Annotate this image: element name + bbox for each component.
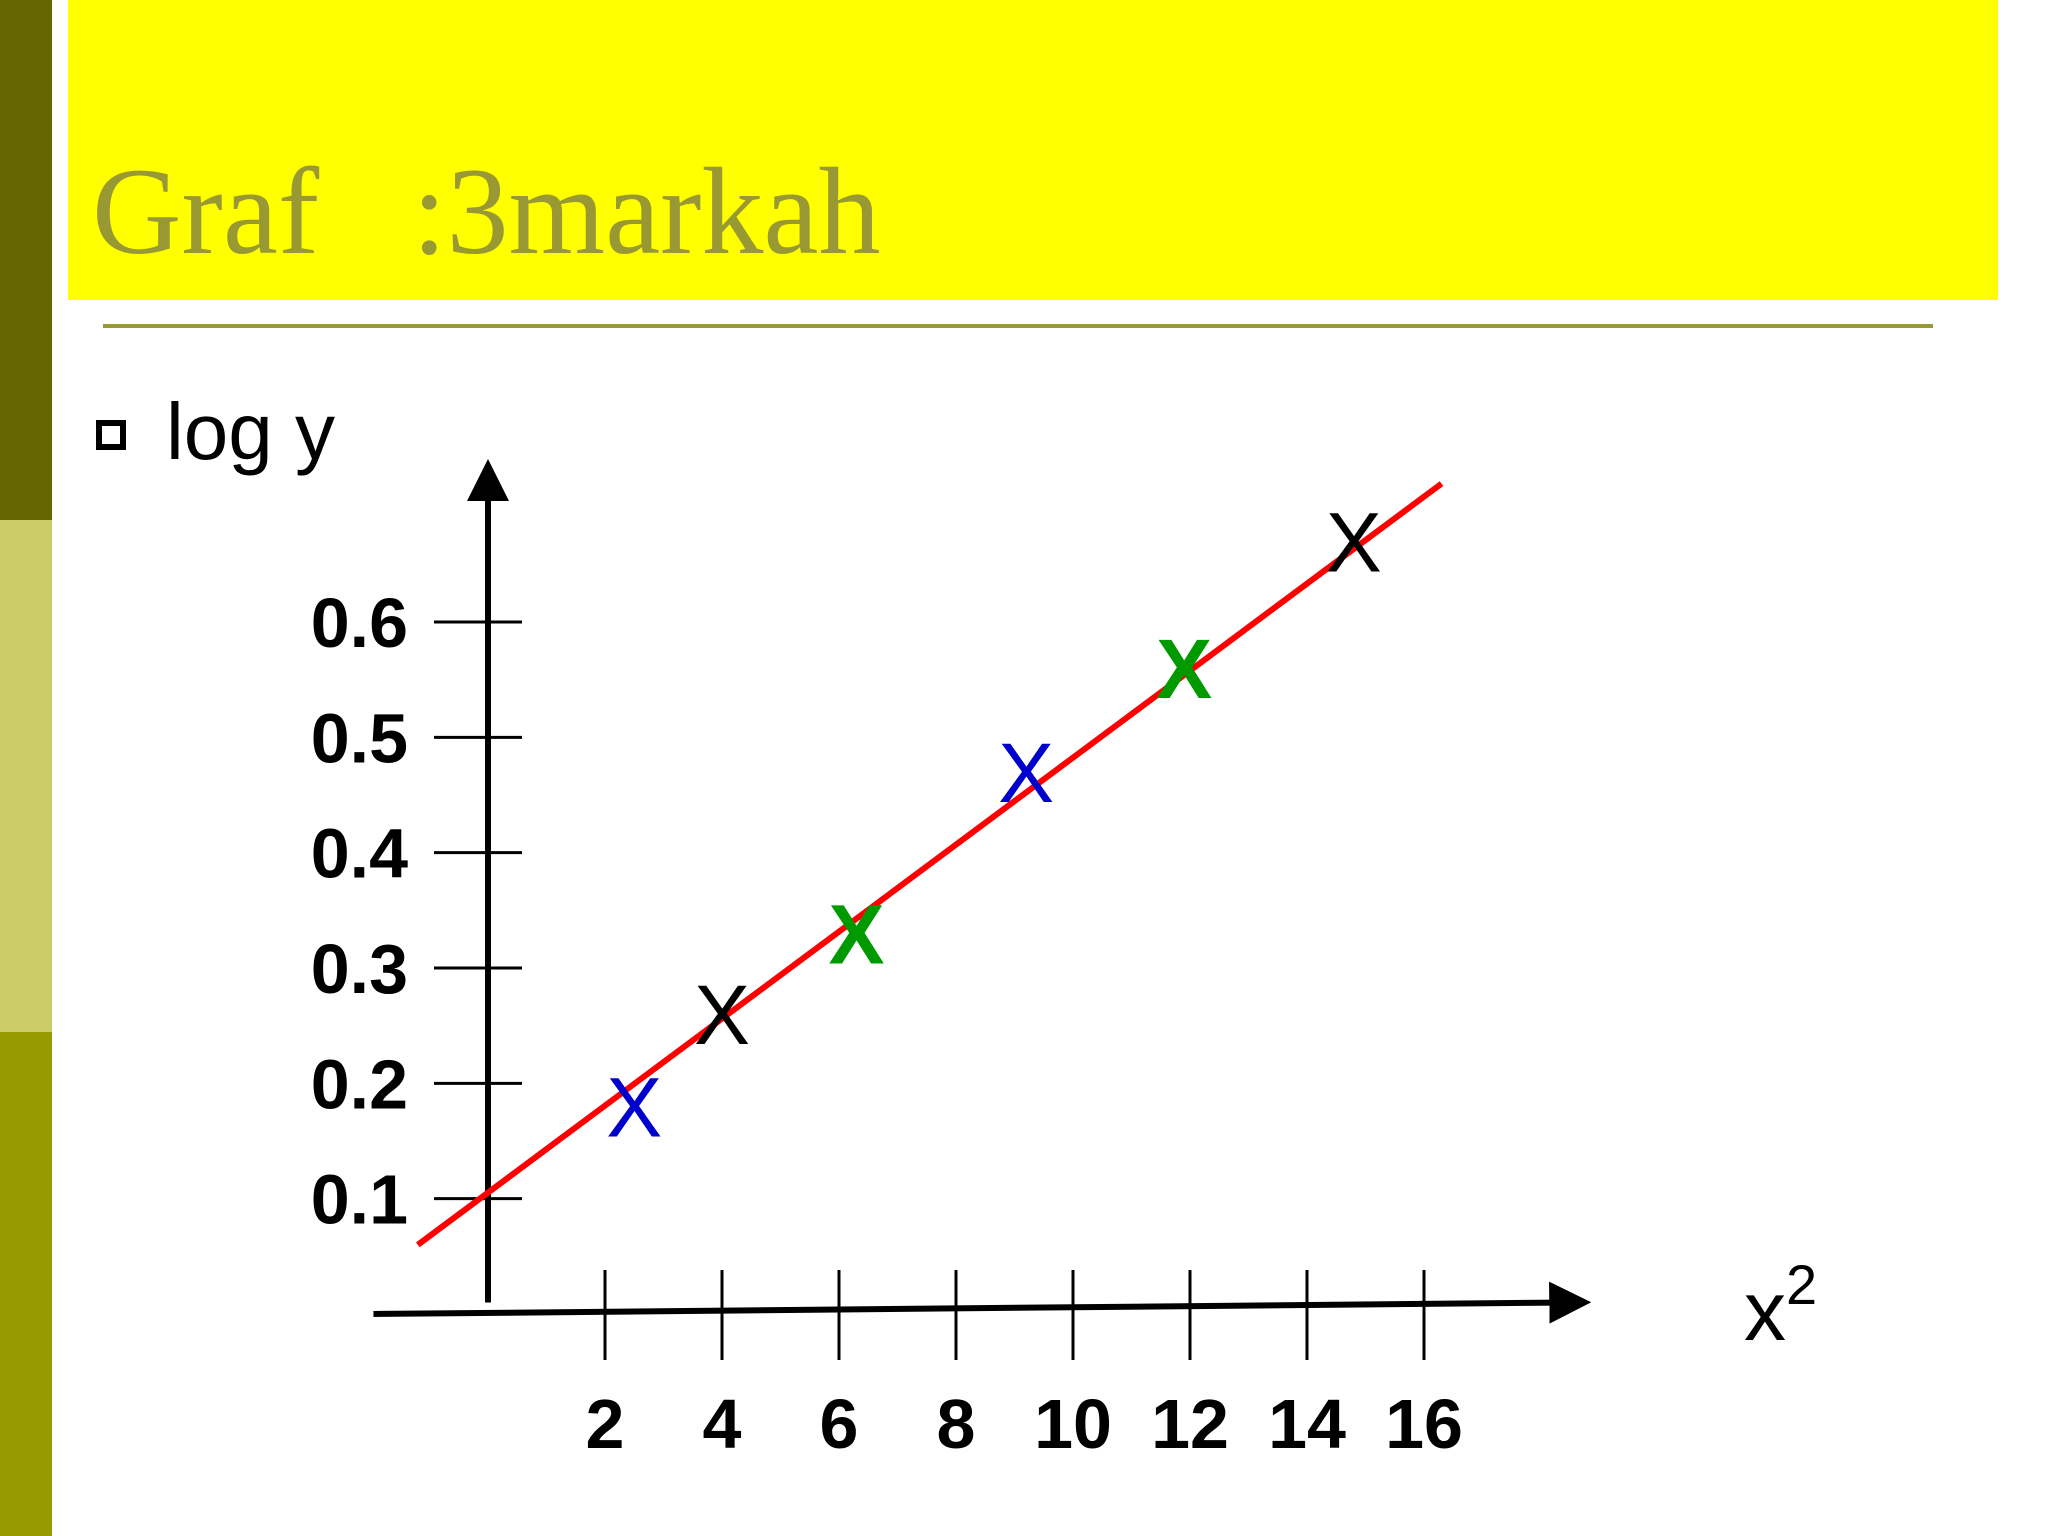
x-axis-label: x2	[1744, 1253, 1817, 1358]
x-tick-label: 16	[1385, 1385, 1463, 1463]
y-axis-label: log y	[166, 387, 335, 476]
x-tick-label: 8	[937, 1385, 976, 1463]
title-divider	[103, 324, 1933, 328]
data-point-marker: X	[998, 726, 1054, 820]
y-tick-label: 0.6	[311, 584, 408, 662]
x-tick-label: 14	[1268, 1385, 1346, 1463]
y-tick-label: 0.2	[311, 1045, 408, 1123]
x-axis-line	[373, 1281, 1592, 1324]
title-band	[68, 0, 1998, 300]
x-tick-label: 12	[1151, 1385, 1229, 1463]
x-tick-label: 4	[703, 1385, 742, 1463]
y-tick-label: 0.3	[311, 930, 408, 1008]
x-tick-label: 10	[1034, 1385, 1112, 1463]
stripe-segment-top	[0, 0, 52, 520]
x-axis-ticks: 2 4 6 8 10 12 14 16	[586, 1270, 1463, 1463]
stripe-segment-bottom	[0, 1032, 52, 1536]
y-tick-label: 0.1	[311, 1161, 408, 1239]
data-point-marker: X	[829, 887, 885, 981]
x-tick-label: 6	[820, 1385, 859, 1463]
x-tick-label: 2	[586, 1385, 625, 1463]
data-point-marker: X	[1156, 622, 1212, 716]
data-point-marker: X	[1326, 495, 1382, 589]
y-tick-label: 0.4	[311, 815, 408, 893]
y-tick-label: 0.5	[311, 699, 408, 777]
bullet-square-icon	[96, 420, 126, 450]
y-axis-ticks: 0.1 0.2 0.3 0.4 0.5 0.6	[311, 584, 522, 1239]
x-axis-label-superscript: 2	[1786, 1253, 1817, 1316]
best-fit-line	[416, 481, 1444, 1248]
page-title: Graf :3markah	[92, 143, 881, 280]
data-point-marker: X	[606, 1060, 662, 1154]
stripe-segment-middle	[0, 520, 52, 1032]
x-axis-label-base: x	[1744, 1264, 1786, 1358]
chart-axes	[373, 459, 1592, 1324]
data-point-marker: X	[694, 968, 750, 1062]
best-fit-line-group	[416, 481, 1444, 1248]
left-accent-stripe	[0, 0, 52, 1536]
